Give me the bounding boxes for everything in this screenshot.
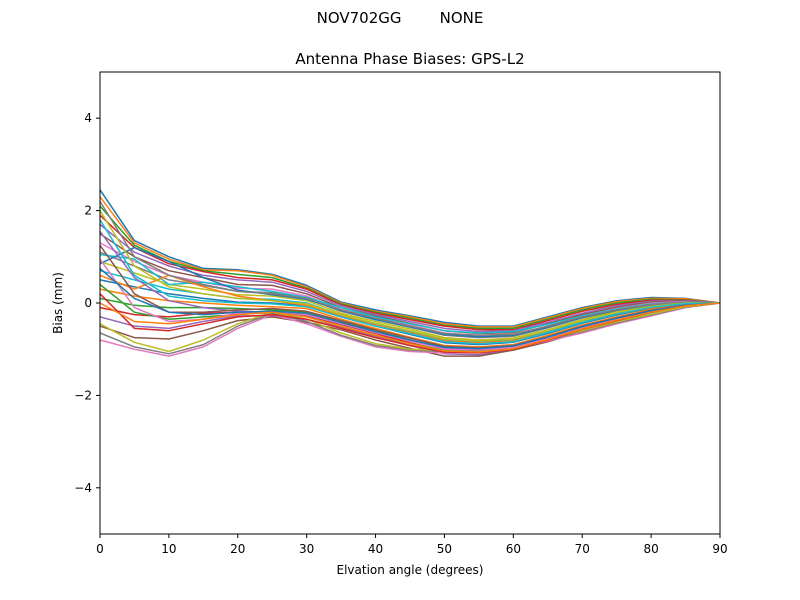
x-axis-label: Elvation angle (degrees) [337, 563, 484, 577]
series-line-3 [99, 205, 721, 330]
chart-title: Antenna Phase Biases: GPS-L2 [295, 50, 524, 68]
series-line-19 [99, 302, 721, 353]
y-tick-label: 0 [84, 296, 92, 310]
series-line-9 [99, 260, 721, 341]
series-line-29 [99, 210, 720, 342]
x-tick-label: 70 [575, 542, 590, 556]
figure-suptitle: NOV702GG NONE [316, 9, 484, 27]
series-line-11 [99, 279, 721, 346]
x-tick-label: 50 [437, 542, 452, 556]
y-tick-label: −4 [74, 481, 92, 495]
series-line-2 [99, 196, 721, 328]
x-tick-label: 30 [299, 542, 314, 556]
y-axis-ticks: −4 −2 0 2 4 [74, 111, 100, 495]
series-line-20 [99, 253, 721, 334]
x-axis-ticks: 0 10 20 30 40 50 60 70 80 90 [96, 534, 728, 556]
axes-frame [99, 71, 721, 535]
x-tick-label: 60 [506, 542, 521, 556]
series-line-18 [99, 302, 721, 355]
y-tick-label: 4 [84, 111, 92, 125]
series-line-1 [99, 189, 721, 327]
x-tick-label: 90 [712, 542, 727, 556]
series-line-31 [99, 267, 721, 350]
series-line-17 [99, 302, 721, 357]
series-line-4 [99, 214, 721, 331]
x-tick-label: 10 [161, 542, 176, 556]
series-line-5 [99, 223, 721, 333]
plot-lines [99, 189, 721, 357]
y-axis-label: Bias (mm) [51, 272, 65, 334]
x-tick-label: 0 [96, 542, 104, 556]
x-tick-label: 40 [368, 542, 383, 556]
series-line-12 [99, 288, 721, 348]
series-line-32 [99, 302, 721, 353]
x-tick-label: 80 [643, 542, 658, 556]
y-tick-label: 2 [84, 204, 92, 218]
series-line-30 [99, 219, 721, 345]
x-tick-label: 20 [230, 542, 245, 556]
y-tick-label: −2 [74, 388, 92, 402]
series-line-28 [99, 201, 721, 337]
